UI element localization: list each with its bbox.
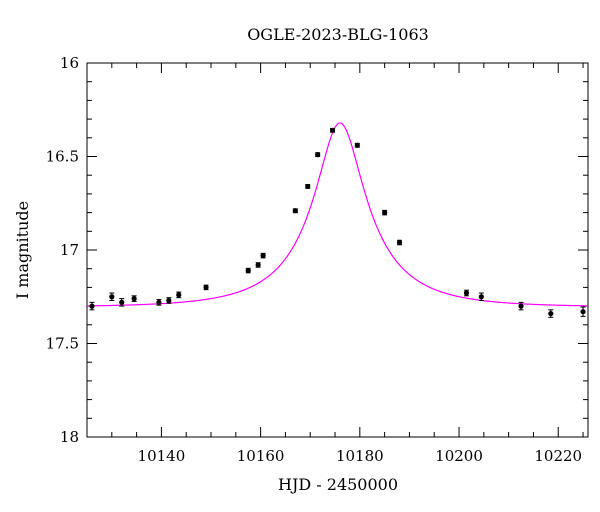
major-ticks xyxy=(87,62,588,438)
data-point xyxy=(131,296,137,302)
data-point xyxy=(463,290,470,296)
data-point xyxy=(166,297,172,304)
y-tick-label: 17.5 xyxy=(46,335,79,353)
data-point xyxy=(109,294,115,300)
data-point xyxy=(580,309,586,315)
data-point xyxy=(478,294,484,300)
data-points xyxy=(89,127,586,317)
data-point xyxy=(89,303,95,309)
data-point xyxy=(354,142,360,148)
data-point xyxy=(255,262,261,268)
y-tick-label: 16 xyxy=(60,54,79,72)
data-point xyxy=(548,310,554,317)
data-point xyxy=(292,208,298,214)
data-point xyxy=(396,239,403,246)
data-point xyxy=(260,253,266,259)
model-curve xyxy=(86,122,589,307)
data-point xyxy=(382,210,388,216)
data-point xyxy=(119,299,125,305)
data-point xyxy=(305,183,311,190)
data-point xyxy=(203,284,209,290)
x-tick-label: 10140 xyxy=(138,447,186,465)
data-point xyxy=(156,299,162,305)
data-point xyxy=(176,292,182,298)
x-axis-label: HJD - 2450000 xyxy=(278,475,398,494)
y-tick-label: 18 xyxy=(60,428,79,446)
x-tick-label: 10180 xyxy=(336,447,384,465)
plot-frame xyxy=(86,62,589,438)
data-point xyxy=(315,152,321,158)
x-tick-label: 10220 xyxy=(534,447,582,465)
tick-labels: 10140 10160 10180 10200 10220 16 16.5 17 17.5 18 xyxy=(46,54,583,465)
chart-title: OGLE-2023-BLG-1063 xyxy=(247,25,429,44)
error-bars xyxy=(89,127,586,318)
data-point xyxy=(329,127,336,133)
data-point xyxy=(245,267,251,274)
minor-ticks xyxy=(86,63,588,437)
x-tick-label: 10200 xyxy=(435,447,483,465)
y-axis-label: I magnitude xyxy=(13,201,32,299)
data-point xyxy=(518,303,524,309)
x-tick-label: 10160 xyxy=(237,447,285,465)
y-tick-label: 17 xyxy=(60,241,79,259)
y-tick-label: 16.5 xyxy=(46,148,79,166)
